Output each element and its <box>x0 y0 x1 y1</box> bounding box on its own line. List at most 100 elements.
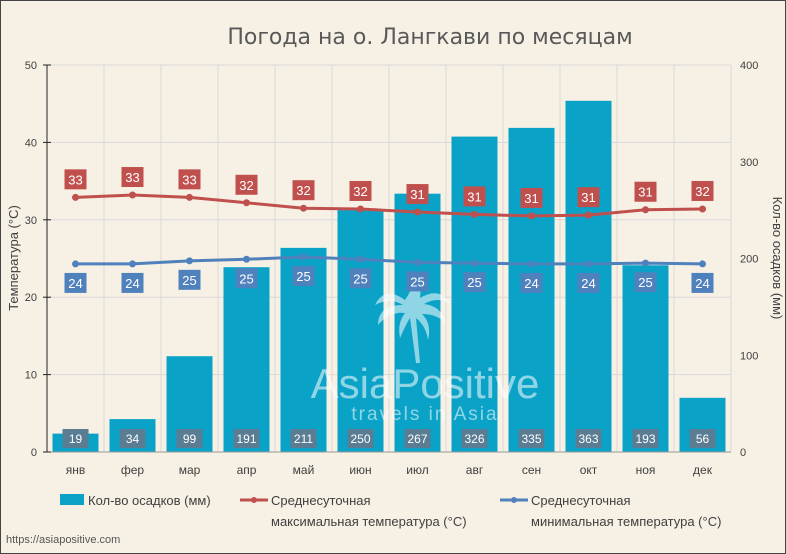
point-min-temp <box>129 260 136 268</box>
x-tick-label: сен <box>522 463 541 477</box>
data-label-box-rain <box>575 429 602 448</box>
bar-rain <box>337 210 384 452</box>
data-label-box-rain <box>290 429 317 448</box>
legend-max-line1: Среднесуточная <box>271 493 371 508</box>
data-label-box-min <box>64 272 87 293</box>
legend-marker-max <box>251 497 257 503</box>
point-max-temp <box>414 208 421 216</box>
y-axis-title-left: Температура (°C) <box>6 205 21 311</box>
data-label-min: 24 <box>581 276 595 291</box>
data-label-box-min <box>463 272 486 293</box>
point-min-temp <box>471 259 478 267</box>
data-label-box-max <box>178 169 201 190</box>
data-label-rain: 34 <box>126 432 140 446</box>
y-tick-label-left: 10 <box>25 370 37 382</box>
data-label-box-max <box>349 180 372 201</box>
y-tick-label-right: 400 <box>740 60 758 72</box>
data-label-max: 32 <box>695 184 709 199</box>
point-max-temp <box>129 191 136 199</box>
legend-min-line2: минимальная температура (°C) <box>531 514 721 529</box>
point-max-temp <box>699 205 706 213</box>
data-label-min: 25 <box>239 271 253 286</box>
y-tick-label-right: 300 <box>740 157 758 169</box>
data-label-min: 24 <box>68 276 82 291</box>
point-min-temp <box>300 253 307 261</box>
data-label-min: 24 <box>125 276 139 291</box>
line-max-temp <box>75 193 703 218</box>
watermark-brand: AsiaPositive <box>311 360 540 407</box>
data-label-max: 32 <box>239 178 253 193</box>
data-label-box-min <box>520 272 543 293</box>
data-label-box-max <box>577 187 600 208</box>
point-min-temp <box>528 260 535 268</box>
data-label-box-min <box>577 272 600 293</box>
data-label-min: 25 <box>410 274 424 289</box>
x-tick-label: фер <box>121 463 145 477</box>
data-label-max: 31 <box>638 185 652 200</box>
data-label-rain: 191 <box>236 432 256 446</box>
data-label-box-rain <box>404 429 431 448</box>
data-label-max: 31 <box>524 191 538 206</box>
point-min-temp <box>699 260 706 268</box>
data-label-max: 33 <box>68 172 82 187</box>
y-tick-label-right: 100 <box>740 350 758 362</box>
data-label-box-min <box>121 272 144 293</box>
y-tick-label-left: 40 <box>25 137 37 149</box>
data-label-box-rain <box>62 429 89 448</box>
x-tick-label: мар <box>179 463 201 477</box>
x-tick-label: апр <box>237 463 257 477</box>
point-min-temp <box>357 255 364 263</box>
bar-rain <box>622 265 669 452</box>
point-max-temp <box>300 204 307 212</box>
data-label-max: 32 <box>353 184 367 199</box>
data-label-rain: 326 <box>464 432 484 446</box>
data-label-box-min <box>178 269 201 290</box>
y-tick-label-right: 0 <box>740 447 746 459</box>
data-label-rain: 250 <box>350 432 370 446</box>
data-label-rain: 56 <box>696 432 710 446</box>
data-label-min: 25 <box>296 269 310 284</box>
legend-marker-min <box>511 497 517 503</box>
point-max-temp <box>72 193 79 201</box>
x-tick-label: июл <box>406 463 428 477</box>
data-label-rain: 99 <box>183 432 197 446</box>
data-label-rain: 363 <box>578 432 598 446</box>
y-tick-label-left: 20 <box>25 292 37 304</box>
point-min-temp <box>72 260 79 268</box>
footer-url[interactable]: https://asiapositive.com <box>6 534 120 546</box>
data-label-rain: 19 <box>69 432 83 446</box>
point-max-temp <box>642 206 649 214</box>
x-tick-label: май <box>293 463 315 477</box>
point-max-temp <box>528 212 535 220</box>
data-label-box-max <box>121 167 144 188</box>
data-label-box-max <box>520 187 543 208</box>
data-label-box-rain <box>233 429 260 448</box>
y-tick-label-left: 30 <box>25 215 37 227</box>
data-label-min: 25 <box>353 271 367 286</box>
data-label-box-max <box>64 169 87 190</box>
line-min-temp <box>75 255 703 266</box>
legend-max-line2: максимальная температура (°C) <box>271 514 467 529</box>
y-tick-label-left: 50 <box>25 60 37 72</box>
data-label-box-min <box>235 268 258 289</box>
point-min-temp <box>243 255 250 263</box>
data-label-rain: 193 <box>635 432 655 446</box>
data-label-box-max <box>406 184 429 205</box>
data-label-min: 25 <box>467 275 481 290</box>
watermark-logo: AsiaPositive travels in Asia <box>311 280 540 425</box>
data-label-box-max <box>463 186 486 207</box>
y-tick-label-right: 200 <box>740 254 758 266</box>
data-label-max: 31 <box>467 189 481 204</box>
data-label-box-max <box>691 180 714 201</box>
data-label-rain: 335 <box>521 432 541 446</box>
data-label-min: 25 <box>182 273 196 288</box>
data-label-box-rain <box>518 429 545 448</box>
data-label-box-max <box>235 174 258 195</box>
legend-rain: Кол-во осадков (мм) <box>88 493 211 508</box>
data-label-max: 33 <box>182 172 196 187</box>
point-max-temp <box>357 205 364 213</box>
x-tick-label: июн <box>349 463 371 477</box>
data-label-box-rain <box>632 429 659 448</box>
data-label-min: 25 <box>638 275 652 290</box>
